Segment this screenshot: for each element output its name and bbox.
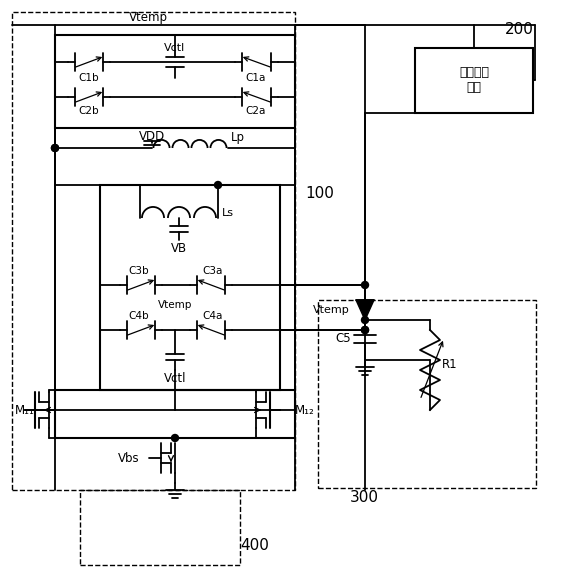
Text: M₁₂: M₁₂ — [295, 404, 315, 416]
Text: Vtemp: Vtemp — [128, 12, 167, 24]
Text: 400: 400 — [241, 537, 270, 552]
Text: 300: 300 — [350, 490, 379, 505]
Text: VDD: VDD — [139, 130, 165, 142]
Circle shape — [215, 181, 221, 189]
Text: 200: 200 — [505, 23, 533, 38]
Bar — [55, 35, 295, 128]
Text: M₁₁: M₁₁ — [15, 404, 35, 416]
Text: C3b: C3b — [129, 266, 149, 276]
Bar — [55, 390, 295, 438]
Text: C1a: C1a — [246, 73, 266, 83]
Circle shape — [362, 281, 368, 288]
Text: VB: VB — [171, 241, 187, 255]
Text: Vctl: Vctl — [164, 372, 186, 384]
Text: Lp: Lp — [231, 131, 245, 145]
Circle shape — [362, 317, 368, 324]
Bar — [12, 12, 295, 490]
Circle shape — [172, 434, 179, 442]
Text: Vtemp: Vtemp — [313, 305, 350, 315]
Text: R1: R1 — [442, 358, 458, 372]
Text: Ls: Ls — [222, 208, 234, 218]
Bar — [80, 490, 240, 565]
Text: C4a: C4a — [203, 311, 223, 321]
Circle shape — [51, 145, 59, 152]
Circle shape — [362, 327, 368, 334]
Text: Vbs: Vbs — [119, 452, 140, 464]
Circle shape — [362, 327, 368, 334]
Bar — [100, 185, 280, 390]
Text: Vtemp: Vtemp — [158, 300, 192, 310]
Text: C2a: C2a — [246, 106, 266, 116]
Text: C3a: C3a — [203, 266, 223, 276]
Text: C1b: C1b — [79, 73, 99, 83]
Text: C2b: C2b — [79, 106, 99, 116]
Bar — [415, 48, 533, 113]
Text: 100: 100 — [305, 185, 334, 200]
Bar — [318, 300, 536, 488]
Circle shape — [51, 145, 59, 152]
Text: C5: C5 — [335, 332, 351, 346]
Text: C4b: C4b — [129, 311, 149, 321]
Text: 电流生成
电路: 电流生成 电路 — [459, 66, 489, 94]
Text: Vctl: Vctl — [164, 43, 186, 53]
Polygon shape — [356, 300, 374, 320]
